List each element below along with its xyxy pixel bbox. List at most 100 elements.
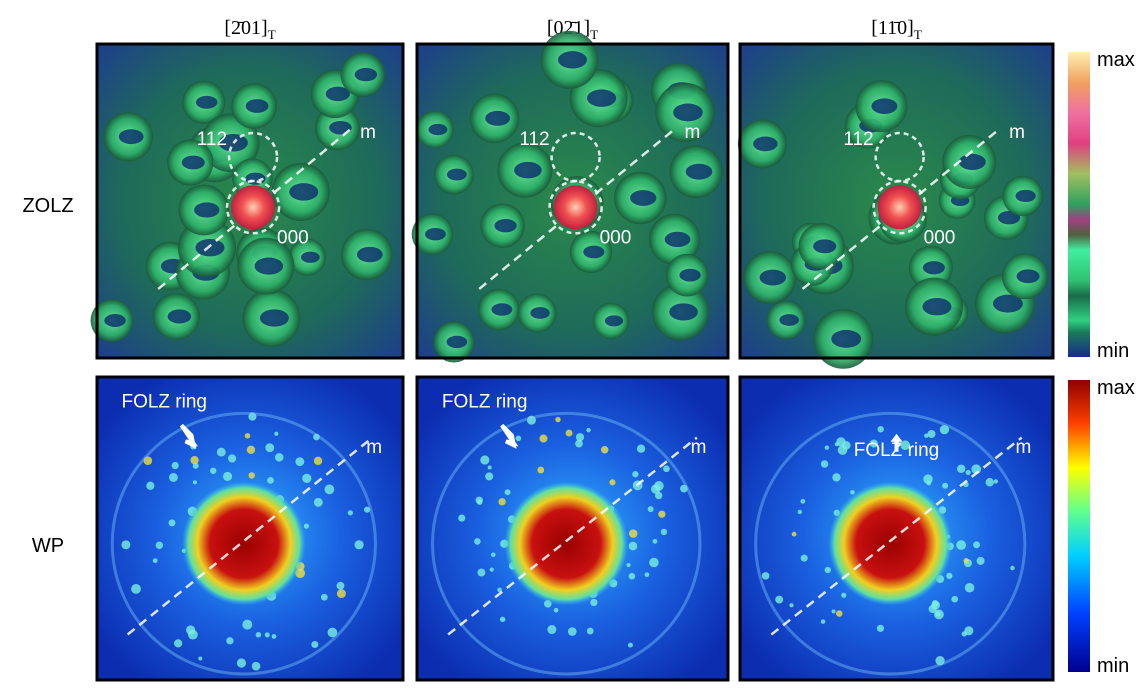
reflection-spot xyxy=(490,567,494,571)
disc-contour xyxy=(753,137,778,152)
disc-contour xyxy=(260,309,289,326)
reflection-spot xyxy=(877,625,884,632)
reflection-spot xyxy=(649,558,659,568)
reflection-spot xyxy=(337,589,346,598)
reflection-spot xyxy=(131,584,141,594)
reflection-spot xyxy=(485,472,493,480)
reflection-spot xyxy=(237,658,246,667)
reflection-spot xyxy=(648,506,654,512)
reflection-spot xyxy=(516,436,522,442)
reflection-spot xyxy=(966,470,971,475)
reflection-spot xyxy=(480,455,489,464)
reflection-spot xyxy=(314,498,323,507)
reflection-spot xyxy=(942,483,948,489)
spot-label: 112 xyxy=(843,129,873,150)
reflection-spot xyxy=(798,510,802,514)
spot-label: 000 xyxy=(277,227,309,248)
reflection-spot xyxy=(554,608,559,613)
reflection-spot xyxy=(474,538,481,545)
colorbar xyxy=(1068,380,1090,672)
disc-contour xyxy=(514,162,542,179)
reflection-spot xyxy=(477,500,482,505)
disc-contour xyxy=(1017,269,1040,283)
reflection-spot xyxy=(835,442,839,446)
disc-contour xyxy=(357,247,383,262)
disc-contour xyxy=(813,239,836,253)
reflection-spot xyxy=(821,460,829,468)
reflection-spot xyxy=(973,541,980,548)
reflection-spot xyxy=(928,430,936,438)
reflection-spot xyxy=(488,465,492,469)
reflection-spot xyxy=(190,456,198,464)
disc-contour xyxy=(665,232,691,247)
disc-contour xyxy=(494,219,516,232)
reflection-spot xyxy=(275,453,284,462)
reflection-spot xyxy=(169,519,176,526)
colorbar-max: max xyxy=(1097,377,1135,399)
folz-label: FOLZ ring xyxy=(121,391,207,412)
reflection-spot xyxy=(274,432,278,436)
disc-contour xyxy=(831,330,861,348)
spot-label: 112 xyxy=(197,129,227,150)
reflection-spot xyxy=(537,467,544,474)
disc-contour xyxy=(168,309,191,323)
reflection-spot xyxy=(629,542,638,551)
reflection-spot xyxy=(311,641,318,648)
reflection-spot xyxy=(962,631,967,636)
reflection-spot xyxy=(566,430,573,437)
row-label: WP xyxy=(32,535,64,557)
disc-contour xyxy=(922,298,951,315)
spot-label: 112 xyxy=(519,129,549,150)
disc-contour xyxy=(447,169,467,181)
disc-contour xyxy=(428,124,447,135)
central-disc xyxy=(231,185,275,229)
mirror-label: m xyxy=(366,437,382,458)
reflection-spot xyxy=(836,610,843,617)
reflection-spot xyxy=(645,572,650,577)
disc-contour xyxy=(673,104,703,122)
reflection-spot xyxy=(655,492,662,499)
reflection-spot xyxy=(994,479,998,483)
reflection-spot xyxy=(153,558,158,563)
disc-contour xyxy=(246,99,269,113)
disc-contour xyxy=(530,307,549,319)
disc-contour xyxy=(447,336,468,348)
disc-contour xyxy=(679,269,700,282)
reflection-spot xyxy=(477,569,485,577)
disc-contour xyxy=(182,156,205,170)
reflection-spot xyxy=(295,457,304,466)
reflection-spot xyxy=(965,583,975,593)
reflection-spot xyxy=(256,632,262,638)
disc-contour xyxy=(196,96,218,109)
reflection-spot xyxy=(174,639,182,647)
colorbar-min: min xyxy=(1097,340,1129,362)
reflection-spot xyxy=(576,433,584,441)
reflection-spot xyxy=(348,510,353,515)
header-text: [11̄0] xyxy=(871,17,914,39)
reflection-spot xyxy=(1010,566,1015,571)
reflection-spot xyxy=(458,515,465,522)
zolz-core xyxy=(182,482,306,606)
reflection-spot xyxy=(800,499,805,504)
disc-contour xyxy=(195,239,224,256)
reflection-spot xyxy=(252,662,261,671)
reflection-spot xyxy=(555,417,560,422)
reflection-spot xyxy=(775,596,783,604)
reflection-spot xyxy=(302,474,311,483)
reflection-spot xyxy=(951,596,958,603)
reflection-spot xyxy=(658,511,665,518)
reflection-spot xyxy=(956,540,966,550)
reflection-spot xyxy=(121,540,130,549)
header-subscript: T xyxy=(914,27,922,42)
colorbar-max: max xyxy=(1097,49,1135,71)
mirror-label: m xyxy=(691,437,707,458)
disc-contour xyxy=(923,261,945,274)
reflection-spot xyxy=(821,619,826,624)
disc-contour xyxy=(587,89,616,106)
mirror-label: m xyxy=(1009,122,1025,143)
folz-label: FOLZ ring xyxy=(442,391,528,412)
disc-contour xyxy=(558,51,587,68)
reflection-spot xyxy=(198,657,202,661)
reflection-spot xyxy=(325,484,335,494)
reflection-spot xyxy=(568,627,577,636)
